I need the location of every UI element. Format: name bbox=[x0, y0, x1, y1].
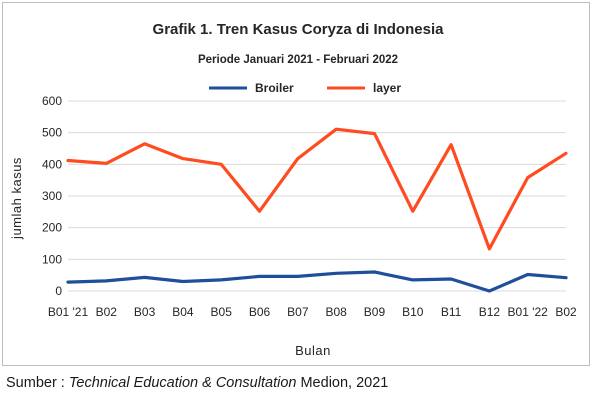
x-tick-label: B01 '22 bbox=[508, 305, 549, 319]
y-tick-label: 500 bbox=[42, 126, 62, 140]
source-prefix: Sumber : bbox=[6, 375, 69, 391]
x-tick-label: B02 bbox=[96, 305, 118, 319]
legend-label-broiler: Broiler bbox=[255, 81, 294, 95]
y-tick-label: 600 bbox=[42, 94, 62, 108]
y-tick-label: 400 bbox=[42, 157, 62, 171]
x-tick-label: B05 bbox=[211, 305, 233, 319]
x-tick-label: B07 bbox=[287, 305, 309, 319]
series-line-layer bbox=[66, 127, 568, 251]
y-tick-label: 300 bbox=[42, 189, 62, 203]
x-tick-label: B03 bbox=[134, 305, 156, 319]
x-tick-label: B06 bbox=[249, 305, 271, 319]
source-suffix: Medion, 2021 bbox=[296, 375, 389, 391]
x-tick-label: B04 bbox=[172, 305, 194, 319]
x-tick-label: B09 bbox=[364, 305, 386, 319]
x-tick-label: B11 bbox=[441, 305, 462, 319]
y-axis-title: jumlah kasus bbox=[9, 157, 24, 240]
x-tick-label: B01 '21 bbox=[48, 305, 89, 319]
series-line-broiler bbox=[66, 270, 568, 293]
x-tick-label: B12 bbox=[479, 305, 501, 319]
y-tick-labels: 0 100 200 300 400 500 600 bbox=[42, 94, 62, 298]
source-italic: Technical Education & Consultation bbox=[68, 375, 297, 391]
legend: Broiler layer bbox=[209, 81, 401, 95]
gridlines bbox=[68, 100, 566, 292]
source-caption: Sumber : Technical Education & Consultat… bbox=[6, 375, 388, 391]
x-axis-title: Bulan bbox=[295, 343, 331, 358]
chart-subtitle: Periode Januari 2021 - Februari 2022 bbox=[198, 54, 398, 66]
x-tick-label: B08 bbox=[325, 305, 347, 319]
legend-label-layer: layer bbox=[373, 81, 401, 95]
y-tick-label: 200 bbox=[42, 221, 62, 235]
x-tick-label: B02 bbox=[555, 305, 577, 319]
y-tick-label: 100 bbox=[42, 252, 62, 266]
chart-title: Grafik 1. Tren Kasus Coryza di Indonesia bbox=[153, 21, 445, 38]
line-chart: Grafik 1. Tren Kasus Coryza di Indonesia… bbox=[9, 21, 577, 358]
chart-frame: Grafik 1. Tren Kasus Coryza di Indonesia… bbox=[2, 2, 590, 366]
y-tick-label: 0 bbox=[55, 284, 62, 298]
x-tick-label: B10 bbox=[402, 305, 424, 319]
series-lines bbox=[66, 127, 568, 293]
x-tick-labels: B01 '21 B02 B03 B04 B05 B06 B07 B08 B09 B10 B11 B12… bbox=[48, 305, 577, 319]
